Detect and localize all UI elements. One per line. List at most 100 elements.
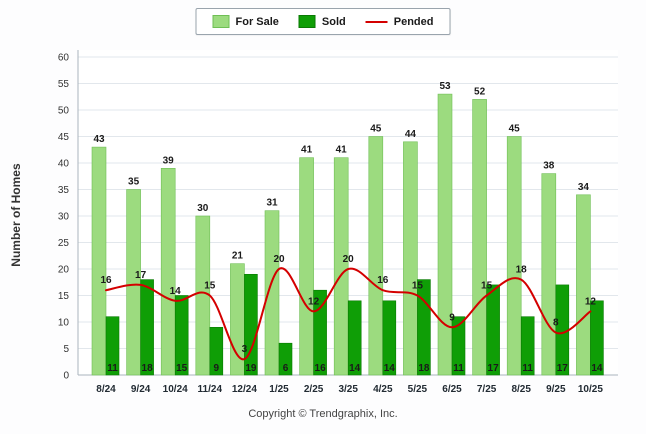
sold-value-label: 19 <box>245 363 257 374</box>
x-tick-label: 10/25 <box>578 384 603 395</box>
sold-value-label: 14 <box>349 363 361 374</box>
sold-bar <box>140 279 154 376</box>
y-tick-label: 55 <box>58 79 70 90</box>
legend-item-pended: Pended <box>365 15 434 28</box>
y-axis-title: Number of Homes <box>9 163 23 267</box>
for-sale-value-label: 21 <box>232 251 244 262</box>
legend-label-sold: Sold <box>321 15 346 28</box>
x-tick-label: 3/25 <box>338 384 358 395</box>
for-sale-bar <box>195 215 211 376</box>
x-tick-label: 8/25 <box>511 384 531 395</box>
for-sale-bar <box>368 136 384 376</box>
x-tick-label: 9/25 <box>546 384 566 395</box>
sold-value-label: 11 <box>522 363 533 374</box>
pended-value-label: 16 <box>377 275 389 286</box>
sold-value-label: 14 <box>384 363 396 374</box>
pended-value-label: 9 <box>449 312 455 323</box>
sold-bar <box>520 316 535 376</box>
y-tick-label: 50 <box>58 106 70 117</box>
sold-value-label: 9 <box>214 363 220 374</box>
x-tick-label: 11/24 <box>198 384 223 395</box>
sold-value-label: 17 <box>557 363 569 374</box>
sold-bar <box>209 326 224 376</box>
for-sale-value-label: 39 <box>163 155 175 166</box>
legend-label-for-sale: For Sale <box>235 15 279 28</box>
for-sale-value-label: 41 <box>301 145 313 156</box>
y-tick-label: 5 <box>63 344 69 355</box>
x-tick-label: 8/24 <box>96 384 116 395</box>
y-tick-label: 40 <box>58 159 70 170</box>
pended-line <box>105 267 592 361</box>
y-tick-label: 0 <box>63 371 69 382</box>
for-sale-bar <box>264 210 280 376</box>
sold-bar <box>382 300 397 376</box>
for-sale-bar <box>541 173 557 376</box>
y-tick-label: 10 <box>58 318 70 329</box>
pended-value-label: 12 <box>585 296 597 307</box>
pended-value-label: 12 <box>308 296 320 307</box>
sold-bar <box>555 284 570 376</box>
y-tick-label: 25 <box>58 238 70 249</box>
for-sale-value-label: 31 <box>266 198 278 209</box>
for-sale-bar <box>506 136 522 376</box>
for-sale-value-label: 38 <box>543 161 555 172</box>
x-tick-label: 6/25 <box>442 384 462 395</box>
pended-value-label: 17 <box>135 270 147 281</box>
sold-swatch-icon <box>298 15 316 28</box>
sold-value-label: 11 <box>107 363 118 374</box>
for-sale-bar <box>403 141 418 376</box>
for-sale-value-label: 45 <box>509 124 521 135</box>
legend-label-pended: Pended <box>393 15 434 28</box>
sold-bar <box>347 300 362 376</box>
for-sale-bar <box>333 157 349 376</box>
legend: For Sale Sold Pended <box>195 8 451 35</box>
y-tick-label: 60 <box>58 53 70 64</box>
sold-value-label: 18 <box>142 363 154 374</box>
pended-value-label: 3 <box>242 344 248 355</box>
sold-bar <box>174 295 189 376</box>
y-tick-label: 20 <box>58 265 70 276</box>
y-tick-label: 15 <box>58 291 70 302</box>
pended-value-label: 16 <box>100 275 112 286</box>
pended-value-label: 8 <box>553 318 559 329</box>
for-sale-value-label: 44 <box>405 129 417 140</box>
sold-value-label: 11 <box>453 363 464 374</box>
pended-line-icon <box>365 20 388 23</box>
for-sale-value-label: 52 <box>474 86 486 97</box>
sold-value-label: 6 <box>283 363 289 374</box>
for-sale-bar <box>126 189 141 376</box>
pended-value-label: 15 <box>412 281 424 292</box>
for-sale-bar <box>160 168 176 376</box>
x-tick-label: 10/24 <box>163 384 188 395</box>
legend-item-sold: Sold <box>298 15 346 28</box>
for-sale-value-label: 30 <box>197 203 209 214</box>
for-sale-bar <box>91 146 107 376</box>
y-tick-label: 30 <box>58 212 70 223</box>
x-tick-label: 5/25 <box>408 384 428 395</box>
sold-bar <box>417 279 431 376</box>
for-sale-value-label: 35 <box>128 177 140 188</box>
x-tick-label: 12/24 <box>232 384 257 395</box>
for-sale-swatch-icon <box>212 15 230 28</box>
for-sale-value-label: 43 <box>93 134 105 145</box>
pended-value-label: 20 <box>343 254 355 265</box>
sold-bar <box>486 284 500 376</box>
x-tick-label: 1/25 <box>269 384 289 395</box>
sold-value-label: 17 <box>488 363 500 374</box>
for-sale-value-label: 53 <box>439 81 451 92</box>
copyright-footer: Copyright © Trendgraphix, Inc. <box>248 408 398 420</box>
sold-value-label: 16 <box>315 363 327 374</box>
pended-value-label: 18 <box>516 265 528 276</box>
sold-bar <box>105 316 120 376</box>
pended-value-label: 15 <box>204 281 216 292</box>
pended-value-label: 14 <box>170 286 182 297</box>
x-tick-label: 4/25 <box>373 384 393 395</box>
sold-value-label: 18 <box>418 363 430 374</box>
sold-bar <box>590 300 604 376</box>
for-sale-bar <box>437 93 453 376</box>
sold-value-label: 15 <box>176 363 188 374</box>
legend-item-for-sale: For Sale <box>212 15 279 28</box>
for-sale-bar <box>472 99 487 376</box>
